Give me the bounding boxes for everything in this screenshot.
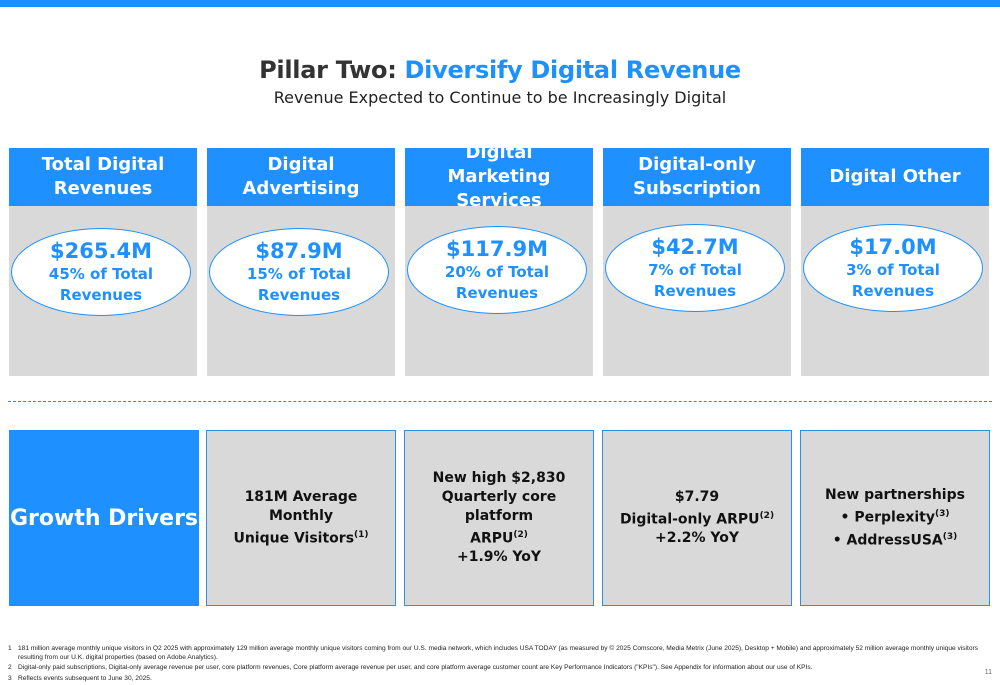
- growth-text: Quarterly core platform: [441, 488, 557, 524]
- growth-text: +2.2% YoY: [654, 530, 740, 547]
- column-digital-other: Digital Other $17.0M 3% of Total Revenue…: [801, 148, 989, 376]
- revenue-amount: $265.4M: [50, 239, 152, 263]
- growth-text: ARPU: [470, 530, 514, 547]
- growth-drivers-label: Growth Drivers: [9, 430, 199, 606]
- title-prefix: Pillar Two:: [259, 56, 405, 84]
- footnote-ref: (3): [934, 508, 950, 519]
- revenue-oval: $87.9M 15% of Total Revenues: [209, 228, 389, 316]
- footnote-text: 181 million average monthly unique visit…: [18, 645, 979, 661]
- growth-text: 181M Average Monthly: [244, 488, 358, 524]
- footnote-number: 1: [8, 645, 12, 652]
- growth-text: • AddressUSA: [832, 532, 943, 549]
- growth-text: • Perplexity: [840, 509, 935, 526]
- revenue-oval: $17.0M 3% of Total Revenues: [803, 224, 983, 312]
- footnote-ref: (1): [354, 529, 369, 540]
- growth-driver-advertising: 181M Average Monthly Unique Visitors(1): [206, 430, 396, 606]
- partner-item: • AddressUSA(3): [833, 528, 958, 551]
- growth-text: Unique Visitors: [233, 530, 355, 547]
- column-digital-marketing-services: Digital Marketing Services $117.9M 20% o…: [405, 142, 593, 376]
- footnote-ref: (2): [513, 529, 528, 540]
- footnote-number: 3: [8, 674, 12, 682]
- footnote-ref: (2): [759, 510, 775, 521]
- column-header: Digital Marketing Services: [405, 142, 593, 211]
- top-accent-bar: [0, 0, 1000, 7]
- growth-text: +1.9% YoY: [456, 549, 542, 566]
- footnote: 2 Digital-only paid subscriptions, Digit…: [8, 664, 988, 673]
- revenue-percent: 3% of Total: [846, 261, 940, 279]
- revenue-percent-suffix: Revenues: [851, 282, 935, 300]
- footnote-ref: (3): [942, 531, 958, 542]
- column-header: Digital-only Subscription: [603, 148, 791, 206]
- column-total-digital-revenues: Total Digital Revenues $265.4M 45% of To…: [9, 148, 197, 376]
- footnote-number: 2: [8, 664, 12, 672]
- page-title: Pillar Two: Diversify Digital Revenue: [0, 56, 1000, 84]
- revenue-amount: $17.0M: [849, 235, 937, 259]
- revenue-percent: 20% of Total: [444, 263, 550, 281]
- revenue-amount: $42.7M: [651, 235, 739, 259]
- growth-text-row: ARPU(2): [470, 526, 528, 549]
- revenue-oval: $265.4M 45% of Total Revenues: [11, 228, 191, 316]
- growth-text: New high $2,830: [432, 469, 566, 486]
- dashed-divider: [8, 401, 992, 402]
- revenue-percent-suffix: Revenues: [257, 286, 341, 304]
- growth-text: New partnerships: [825, 486, 965, 503]
- revenue-percent: 45% of Total: [48, 265, 154, 283]
- revenue-oval: $117.9M 20% of Total Revenues: [407, 226, 587, 314]
- growth-text: $7.79: [674, 488, 720, 505]
- partner-item: • Perplexity(3): [841, 505, 950, 528]
- revenue-percent: 7% of Total: [648, 261, 742, 279]
- column-header: Digital Other: [801, 148, 989, 206]
- footnotes: 1 181 million average monthly unique vis…: [8, 645, 988, 685]
- revenue-percent-suffix: Revenues: [59, 286, 143, 304]
- growth-driver-subscription: $7.79 Digital-only ARPU(2) +2.2% YoY: [602, 430, 792, 606]
- growth-driver-marketing: New high $2,830 Quarterly core platform …: [404, 430, 594, 606]
- revenue-percent-suffix: Revenues: [455, 284, 539, 302]
- column-header: Total Digital Revenues: [9, 148, 197, 206]
- revenue-oval: $42.7M 7% of Total Revenues: [605, 224, 785, 312]
- growth-driver-other: New partnerships • Perplexity(3) • Addre…: [800, 430, 990, 606]
- footnote: 1 181 million average monthly unique vis…: [8, 645, 988, 662]
- page-subtitle: Revenue Expected to Continue to be Incre…: [273, 88, 727, 107]
- footnote: 3 Reflects events subsequent to June 30,…: [8, 675, 988, 684]
- growth-text-row: Unique Visitors(1): [233, 526, 368, 549]
- column-digital-advertising: Digital Advertising $87.9M 15% of Total …: [207, 148, 395, 376]
- growth-text: Digital-only ARPU: [619, 511, 760, 528]
- revenue-amount: $87.9M: [255, 239, 343, 263]
- column-digital-only-subscription: Digital-only Subscription $42.7M 7% of T…: [603, 148, 791, 376]
- growth-text-row: Digital-only ARPU(2): [620, 507, 774, 530]
- revenue-percent: 15% of Total: [246, 265, 352, 283]
- revenue-amount: $117.9M: [446, 237, 548, 261]
- revenue-percent-suffix: Revenues: [653, 282, 737, 300]
- footnote-text: Digital-only paid subscriptions, Digital…: [18, 664, 813, 672]
- column-header: Digital Advertising: [207, 148, 395, 206]
- title-accent: Diversify Digital Revenue: [404, 56, 742, 84]
- page-number: 11: [984, 669, 992, 676]
- footnote-text: Reflects events subsequent to June 30, 2…: [18, 674, 152, 682]
